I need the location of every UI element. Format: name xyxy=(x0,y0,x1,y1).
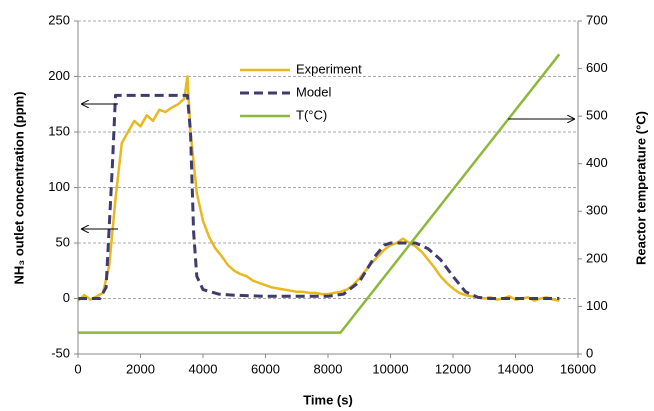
y2-tick-label: 600 xyxy=(586,60,608,75)
x-axis-label: Time (s) xyxy=(303,392,353,407)
legend-label: Experiment xyxy=(296,61,362,76)
y-tick-label: 100 xyxy=(48,179,70,194)
y2-tick-label: 400 xyxy=(586,155,608,170)
y2-tick-label: 0 xyxy=(586,345,593,360)
y2-tick-label: 100 xyxy=(586,298,608,313)
x-tick-label: 0 xyxy=(74,361,81,376)
x-tick-label: 6000 xyxy=(251,361,280,376)
x-tick-label: 16000 xyxy=(560,361,596,376)
y-tick-label: 50 xyxy=(56,234,70,249)
y-tick-label: -50 xyxy=(51,345,70,360)
x-tick-label: 2000 xyxy=(126,361,155,376)
y2-tick-label: 200 xyxy=(586,250,608,265)
y-tick-label: 200 xyxy=(48,68,70,83)
x-tick-label: 12000 xyxy=(435,361,471,376)
x-tick-label: 10000 xyxy=(372,361,408,376)
x-tick-label: 14000 xyxy=(497,361,533,376)
y-tick-label: 150 xyxy=(48,123,70,138)
y2-tick-label: 700 xyxy=(586,12,608,27)
series-line xyxy=(78,93,560,300)
legend-label: Model xyxy=(296,84,332,99)
y-tick-label: 0 xyxy=(63,290,70,305)
y2-tick-label: 500 xyxy=(586,108,608,123)
y2-axis-label: Reactor temperature (°C) xyxy=(633,111,648,265)
plot-area xyxy=(77,53,561,334)
legend-label: T(°C) xyxy=(296,107,327,122)
x-tick-label: 4000 xyxy=(189,361,218,376)
y-tick-label: 250 xyxy=(48,12,70,27)
y-axis-label: NH₃ outlet concentration (ppm) xyxy=(11,91,26,284)
series-line xyxy=(78,53,561,334)
x-tick-label: 8000 xyxy=(314,361,343,376)
y2-tick-label: 300 xyxy=(586,203,608,218)
